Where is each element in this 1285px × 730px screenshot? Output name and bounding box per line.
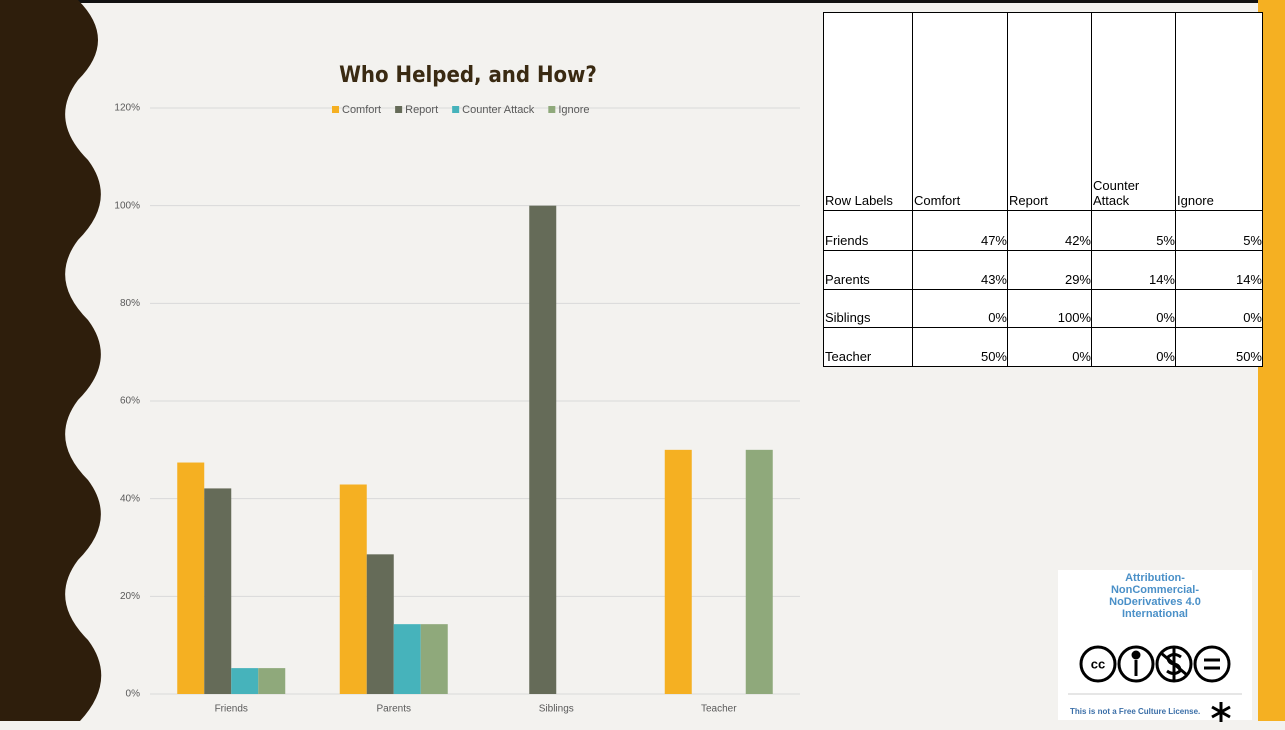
value-cell: 0% [1175, 289, 1263, 328]
value-cell: 100% [1007, 289, 1092, 328]
row-label: Siblings [823, 289, 913, 328]
y-tick-label: 100% [114, 200, 140, 211]
value-cell: 47% [912, 210, 1008, 251]
license-title: Attribution-NonCommercial-NoDerivatives … [1109, 572, 1201, 620]
y-tick-label: 80% [120, 298, 140, 309]
legend-swatch [452, 106, 460, 113]
y-tick-label: 40% [120, 493, 140, 504]
value-cell: 43% [912, 250, 1008, 290]
x-tick-label: Siblings [539, 704, 574, 715]
y-tick-label: 120% [114, 103, 140, 114]
value-cell: 50% [1175, 327, 1263, 367]
license-badge: Attribution-NonCommercial-NoDerivatives … [1058, 570, 1252, 722]
value-cell: 50% [912, 327, 1008, 367]
bar [664, 449, 692, 694]
x-tick-label: Teacher [701, 704, 737, 715]
y-tick-label: 60% [120, 396, 140, 407]
bar [745, 449, 773, 694]
value-cell: 0% [912, 289, 1008, 328]
bar [177, 462, 205, 694]
bar [420, 624, 448, 694]
x-tick-label: Parents [377, 704, 411, 715]
bar [393, 624, 421, 694]
value-cell: 0% [1091, 289, 1176, 328]
legend-swatch [548, 106, 556, 113]
pivot-table: Row Labels Comfort Report Counter Attack Ign… [823, 12, 1263, 367]
legend-swatch [395, 106, 403, 113]
bar [529, 205, 557, 694]
value-cell: 14% [1175, 250, 1263, 290]
header-cell: Row Labels [823, 12, 913, 211]
license-note: This is not a Free Culture License. [1070, 707, 1200, 716]
header-cell: Counter Attack [1091, 12, 1176, 211]
top-border [0, 0, 1285, 3]
cc-icon: cc [1091, 656, 1105, 671]
table-row: Teacher 50% 0% 0% 50% [823, 327, 1263, 367]
table-row: Friends 47% 42% 5% 5% [823, 210, 1263, 251]
wavy-border [0, 0, 102, 721]
legend-label: Report [405, 104, 438, 116]
table-header-row: Row Labels Comfort Report Counter Attack Ign… [823, 12, 1263, 211]
legend-label: Comfort [342, 104, 381, 116]
row-label: Friends [823, 210, 913, 251]
legend-label: Counter Attack [462, 104, 535, 116]
table-row: Parents 43% 29% 14% 14% [823, 250, 1263, 290]
bar [258, 668, 286, 694]
value-cell: 0% [1091, 327, 1176, 367]
value-cell: 42% [1007, 210, 1092, 251]
row-label: Teacher [823, 327, 913, 367]
value-cell: 5% [1091, 210, 1176, 251]
bar [231, 668, 259, 694]
license-icons: cc This is not a Free Culture License. [1068, 645, 1242, 722]
value-cell: 5% [1175, 210, 1263, 251]
bar [339, 484, 367, 694]
row-label: Parents [823, 250, 913, 290]
bar [366, 554, 394, 694]
header-cell: Ignore [1175, 12, 1263, 211]
legend-label: Ignore [558, 104, 589, 116]
chart-title: Who Helped, and How? [339, 63, 597, 88]
value-cell: 0% [1007, 327, 1092, 367]
value-cell: 29% [1007, 250, 1092, 290]
y-tick-label: 20% [120, 591, 140, 602]
value-cell: 14% [1091, 250, 1176, 290]
header-cell: Report [1007, 12, 1092, 211]
x-tick-label: Friends [215, 704, 248, 715]
header-cell: Comfort [912, 12, 1008, 211]
legend-swatch [332, 106, 339, 113]
y-tick-label: 0% [126, 689, 141, 700]
table-row: Siblings 0% 100% 0% 0% [823, 289, 1263, 328]
bar [204, 488, 232, 694]
